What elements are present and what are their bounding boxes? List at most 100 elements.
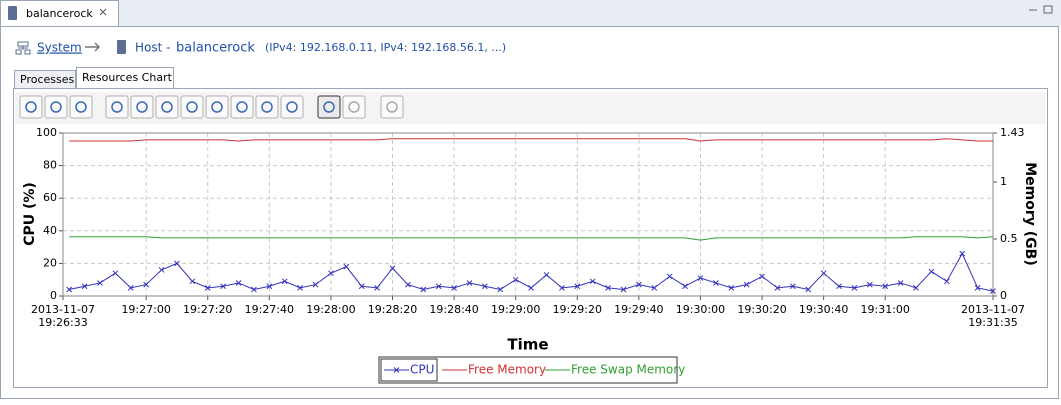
y-tick-label: 60 [43,191,57,204]
data-marker [774,284,781,291]
y2-tick-label: 0 [1000,289,1007,302]
data-marker [266,283,273,290]
toolbar-icon [286,101,298,113]
toolbar-button[interactable] [342,95,366,119]
x-tick-label: 19:28:20 [368,303,417,316]
data-marker [959,250,966,257]
data-marker [389,265,396,272]
x-tick-label: 19:28:00 [306,303,355,316]
system-link[interactable]: System [37,41,82,55]
y-tick-label: 20 [43,256,57,269]
data-marker [435,283,442,290]
data-marker [466,280,473,286]
data-marker [251,286,257,293]
toolbar-icon [386,101,398,113]
data-marker [297,284,303,291]
y-axis-title: CPU (%) [22,182,38,246]
data-marker [866,281,873,288]
toolbar-button[interactable] [205,95,229,119]
data-marker [851,284,858,291]
data-marker [528,284,534,291]
x-tick-label: 19:29:00 [491,303,540,316]
data-marker [220,283,226,290]
data-marker [728,284,735,291]
x-tick-label: 2013-11-07 [961,303,1025,316]
data-marker [820,270,827,277]
toolbar-icon [111,101,123,113]
toolbar-buttons [19,95,404,119]
toolbar-button[interactable] [255,95,279,119]
data-marker [928,268,935,275]
y2-axis-title: Memory (GB) [1022,162,1038,266]
toolbar-button[interactable] [19,95,43,119]
x-tick-label: 19:30:00 [676,303,725,316]
data-marker [312,281,319,288]
plot-area [62,132,994,297]
data-marker [81,283,88,290]
x-tick-label: 19:31:00 [861,303,910,316]
toolbar-button[interactable] [180,95,204,119]
host-addresses: (IPv4: 192.168.0.11, IPv4: 192.168.56.1,… [265,41,506,54]
data-marker [620,286,627,293]
x-tick-label: 19:29:20 [553,303,602,316]
toolbar-button[interactable] [380,95,404,119]
tab-label: Processes [20,73,74,86]
window-controls[interactable] [1029,5,1053,14]
data-marker [343,263,350,270]
data-marker [358,283,365,290]
host-name: balancerock [176,41,255,56]
data-marker [420,286,427,293]
data-marker [543,271,550,278]
data-marker [682,283,688,290]
host-prefix: Host - [135,41,170,55]
data-marker [158,267,165,273]
data-marker [143,281,149,288]
toolbar-button[interactable] [69,95,93,119]
toolbar-button[interactable] [280,95,304,119]
system-icon [15,41,31,55]
data-marker [589,278,596,285]
toolbar-icon [261,101,273,113]
legend-item-frame [380,358,438,382]
toolbar-icon [75,101,87,113]
data-marker [651,284,658,291]
toolbar-button[interactable] [44,95,68,119]
close-button[interactable] [99,8,107,16]
toolbar-icon [161,101,173,113]
data-marker [512,276,519,283]
x-tick-label: 19:28:40 [429,303,478,316]
y2-tick-label: 1.43 [1000,126,1025,139]
data-marker [189,278,196,285]
toolbar-icon [25,101,37,113]
y2-tick-label: 0.5 [1000,232,1018,245]
toolbar-icon [186,101,198,113]
x-tick-label: 19:27:00 [121,303,170,316]
x-tick-label: 19:26:33 [38,316,87,329]
data-marker [943,278,950,285]
toolbar-button[interactable] [130,95,154,119]
data-marker [836,283,842,290]
data-marker [204,284,211,291]
data-marker [990,288,996,294]
plot-border [62,132,994,297]
series-line [69,138,993,142]
toolbar-button[interactable] [105,95,129,119]
data-marker [405,281,411,288]
toolbar-button[interactable] [155,95,179,119]
legend [378,356,678,384]
data-marker [574,283,581,290]
legend-label: Free Memory [468,363,546,377]
data-marker [328,270,334,277]
x-tick-label: 19:31:35 [968,316,1017,329]
editor-tab[interactable] [0,0,119,27]
toolbar-icon [211,101,223,113]
toolbar-button[interactable] [317,95,341,119]
toolbar-button[interactable] [230,95,254,119]
data-marker [451,284,457,291]
x-axis-title: Time [507,336,548,354]
x-tick-label: 19:30:20 [737,303,786,316]
editor-tab-title: balancerock [26,7,93,20]
data-marker [666,273,673,280]
